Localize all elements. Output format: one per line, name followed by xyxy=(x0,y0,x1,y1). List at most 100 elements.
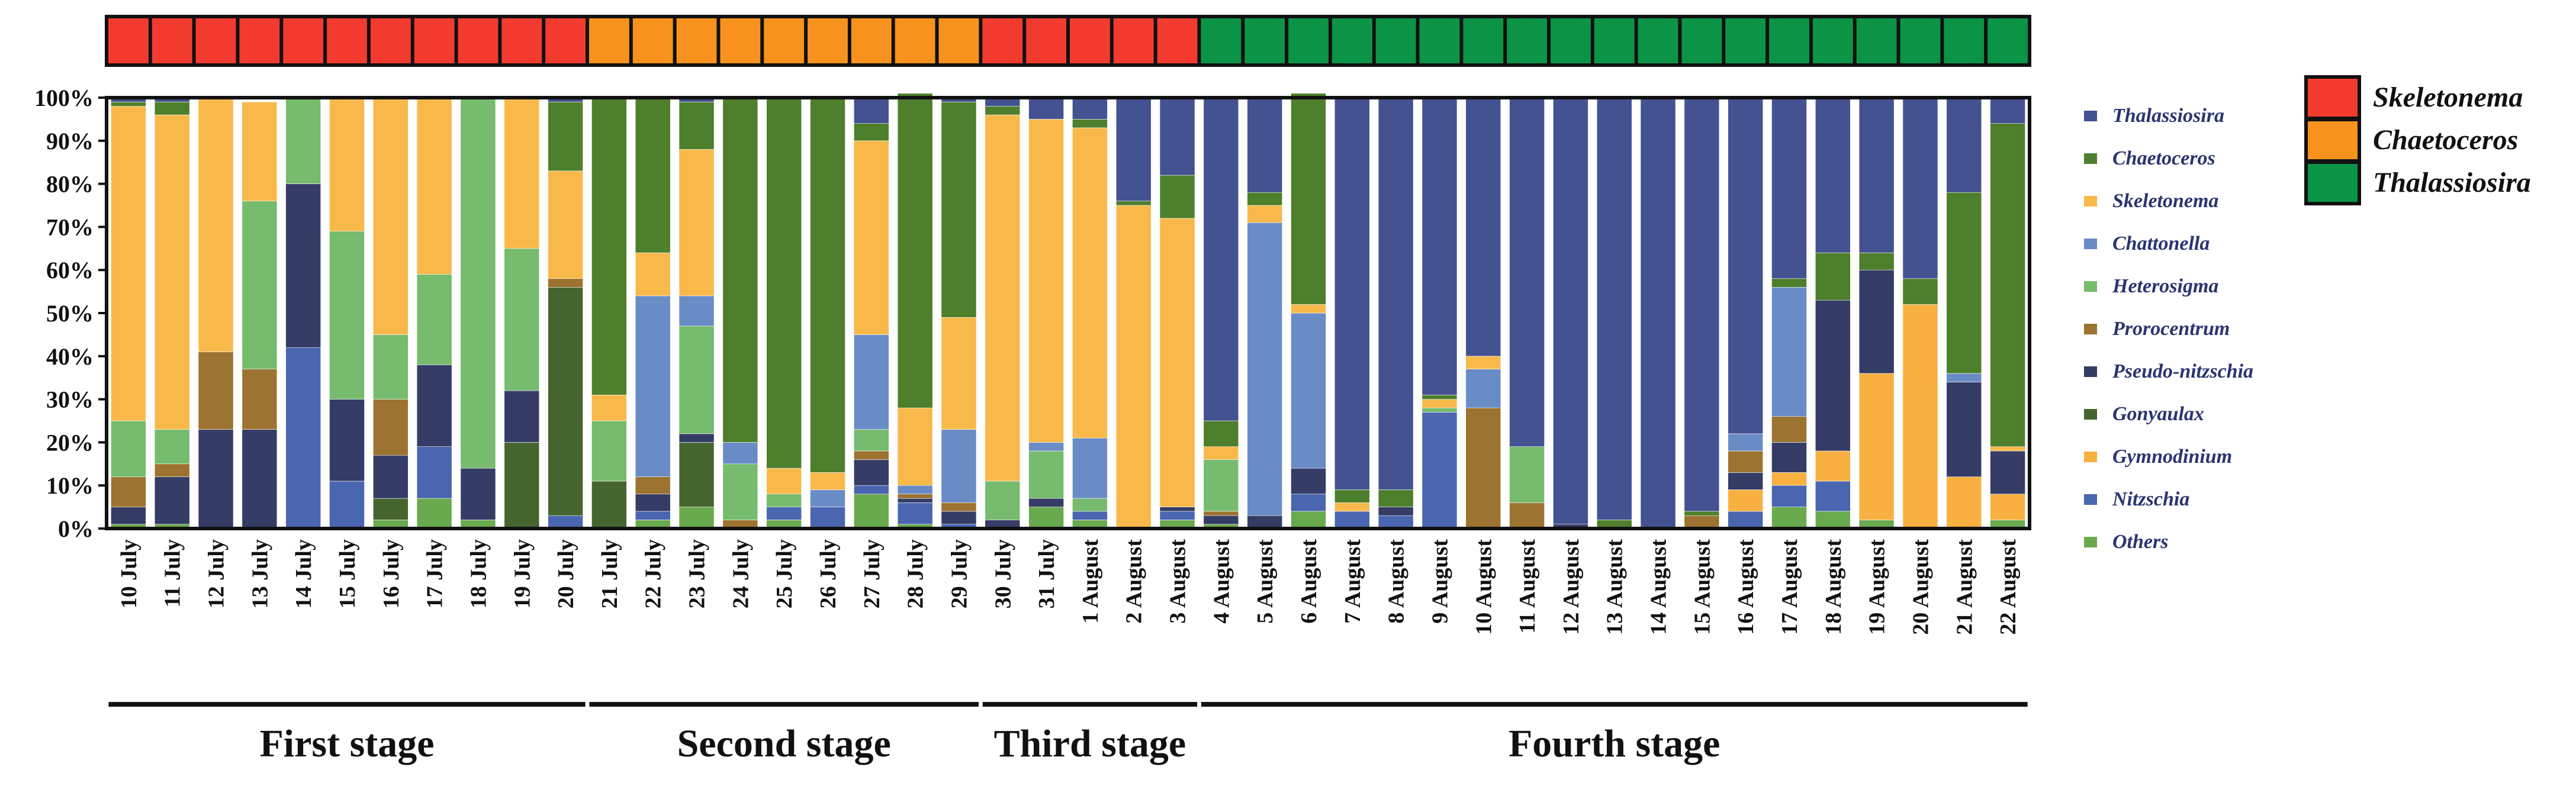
bar-segment-skeletonema-6-august xyxy=(1291,304,1326,314)
bar-segment-gonyaulax-23-july xyxy=(678,442,715,507)
bar-segment-gymnodinium-17-august xyxy=(1771,472,1807,486)
legend-swatch-heterosigma xyxy=(2084,281,2097,292)
legend-swatch-gonyaulax xyxy=(2084,409,2097,420)
bar-segment-pseudo-nitzschia-23-july xyxy=(678,433,715,443)
dominance-legend-swatch-chaetoceros xyxy=(2304,118,2361,163)
x-tick-label-9-august: 9 August xyxy=(1427,539,1452,624)
bar-segment-skeletonema-21-july xyxy=(591,395,627,421)
dominance-legend-swatch-skeletonema xyxy=(2304,75,2361,120)
bar-segment-skeletonema-9-august xyxy=(1422,399,1458,408)
dominance-cell-3-august xyxy=(1157,18,1198,63)
bar-segment-chattonella-16-august xyxy=(1728,433,1764,452)
dominance-legend-swatch-thalassiosira xyxy=(2304,160,2361,205)
dominance-strip xyxy=(105,15,2031,67)
bar-segment-nitzschia-7-august xyxy=(1334,511,1370,529)
bar-segment-thalassiosira-16-august xyxy=(1728,97,1764,434)
dominance-cell-18-july xyxy=(458,18,499,63)
bar-segment-thalassiosira-5-august xyxy=(1247,97,1283,193)
y-tick-label: 10% xyxy=(46,472,94,499)
x-tick-label-23-july: 23 July xyxy=(685,539,710,608)
bar-segment-chaetoceros-20-august xyxy=(1902,278,1938,305)
dominance-cell-14-july xyxy=(283,18,324,63)
bar-stacks xyxy=(111,93,2025,529)
bar-segment-heterosigma-1-august xyxy=(1072,498,1108,512)
x-tick-label-10-august: 10 August xyxy=(1471,539,1496,635)
bar-segment-heterosigma-11-july xyxy=(154,429,190,465)
dominance-cell-25-july xyxy=(764,18,805,63)
dominance-cell-11-july xyxy=(152,18,192,63)
stage-label-third-stage: Third stage xyxy=(994,722,1186,765)
x-tick-label-5-august: 5 August xyxy=(1253,539,1278,624)
dominance-cell-29-july xyxy=(938,18,979,63)
bar-segment-chaetoceros-8-august xyxy=(1378,489,1414,507)
bar-segment-pseudo-nitzschia-5-august xyxy=(1247,515,1283,529)
x-tick-label-1-august: 1 August xyxy=(1078,539,1103,624)
stage-label-fourth-stage: Fourth stage xyxy=(1509,722,1720,765)
bar-segment-chaetoceros-5-august xyxy=(1247,192,1283,206)
y-tick-label: 20% xyxy=(46,429,94,456)
bar-segment-heterosigma-21-july xyxy=(591,420,627,482)
bar-segment-nitzschia-9-august xyxy=(1422,412,1458,529)
dominance-cell-2-august xyxy=(1113,18,1154,63)
bar-segment-pseudo-nitzschia-17-august xyxy=(1771,442,1807,473)
bar-segment-thalassiosira-10-august xyxy=(1465,97,1501,357)
legend-label-others: Others xyxy=(2112,531,2168,553)
bar-segment-gymnodinium-19-august xyxy=(1858,373,1895,520)
bar-segment-heterosigma-14-july xyxy=(285,97,321,184)
bar-segment-gymnodinium-20-august xyxy=(1902,304,1938,529)
dominance-cell-24-july xyxy=(720,18,761,63)
x-tick-label-26-july: 26 July xyxy=(816,539,841,608)
bar-segment-thalassiosira-21-august xyxy=(1946,97,1982,193)
bar-segment-gonyaulax-21-july xyxy=(591,481,627,529)
dominance-cell-12-august xyxy=(1551,18,1591,63)
bar-segment-skeletonema-20-july xyxy=(548,170,583,279)
y-tick-label: 40% xyxy=(46,343,94,370)
bar-segment-skeletonema-25-july xyxy=(766,468,802,495)
legend-swatch-chaetoceros xyxy=(2084,153,2097,164)
bar-segment-prorocentrum-4-august xyxy=(1203,511,1239,516)
bar-segment-chaetoceros-15-august xyxy=(1684,511,1720,516)
bar-segment-thalassiosira-17-august xyxy=(1771,97,1807,279)
bar-segment-skeletonema-19-july xyxy=(504,97,540,249)
bar-segment-pseudo-nitzschia-3-august xyxy=(1159,507,1195,512)
x-tick-label-15-august: 15 August xyxy=(1690,539,1715,635)
x-tick-label-21-july: 21 July xyxy=(597,539,622,608)
dominance-cell-31-july xyxy=(1026,18,1066,63)
dominance-cell-27-july xyxy=(851,18,892,63)
bar-segment-thalassiosira-7-august xyxy=(1334,97,1370,490)
y-tick-label: 100% xyxy=(34,85,94,111)
bar-segment-chattonella-24-july xyxy=(722,442,758,465)
dominance-legend: Skeletonema Chaetoceros Thalassiosira xyxy=(2304,75,2531,205)
dominance-cell-13-august xyxy=(1594,18,1635,63)
bar-segment-heterosigma-10-july xyxy=(111,420,146,477)
bar-segment-nitzschia-28-july xyxy=(897,502,933,525)
bar-segment-pseudo-nitzschia-14-july xyxy=(285,183,321,348)
bar-segment-nitzschia-17-august xyxy=(1771,485,1807,507)
bar-segment-chattonella-21-august xyxy=(1946,373,1982,382)
dominance-cell-6-august xyxy=(1288,18,1329,63)
bar-segment-gonyaulax-19-july xyxy=(504,442,540,529)
bar-segment-chaetoceros-29-july xyxy=(941,101,977,318)
dominance-cell-13-july xyxy=(239,18,280,63)
x-tick-label-31-july: 31 July xyxy=(1034,539,1059,608)
bar-segment-skeletonema-22-july xyxy=(635,252,671,297)
bar-segment-heterosigma-17-july xyxy=(416,274,452,365)
bar-segment-pseudo-nitzschia-8-august xyxy=(1378,507,1414,516)
bar-segment-gymnodinium-16-august xyxy=(1728,489,1764,512)
bar-segment-others-18-august xyxy=(1815,511,1851,529)
bar-segment-pseudo-nitzschia-17-july xyxy=(416,365,452,447)
bar-segment-chaetoceros-20-july xyxy=(548,101,583,172)
bar-segment-heterosigma-23-july xyxy=(678,326,715,434)
bar-segment-gymnodinium-21-august xyxy=(1946,476,1982,529)
legend-swatch-thalassiosira xyxy=(2084,111,2097,121)
x-tick-label-17-july: 17 July xyxy=(423,539,448,608)
dominance-cell-9-august xyxy=(1419,18,1460,63)
bar-segment-others-17-august xyxy=(1771,507,1807,529)
x-tick-label-22-july: 22 July xyxy=(641,539,666,608)
bar-segment-nitzschia-26-july xyxy=(810,507,845,529)
bar-segment-chaetoceros-9-august xyxy=(1422,395,1458,400)
bar-segment-thalassiosira-9-august xyxy=(1422,97,1458,395)
bar-segment-prorocentrum-16-august xyxy=(1728,450,1764,473)
x-tick-label-20-august: 20 August xyxy=(1908,539,1933,635)
